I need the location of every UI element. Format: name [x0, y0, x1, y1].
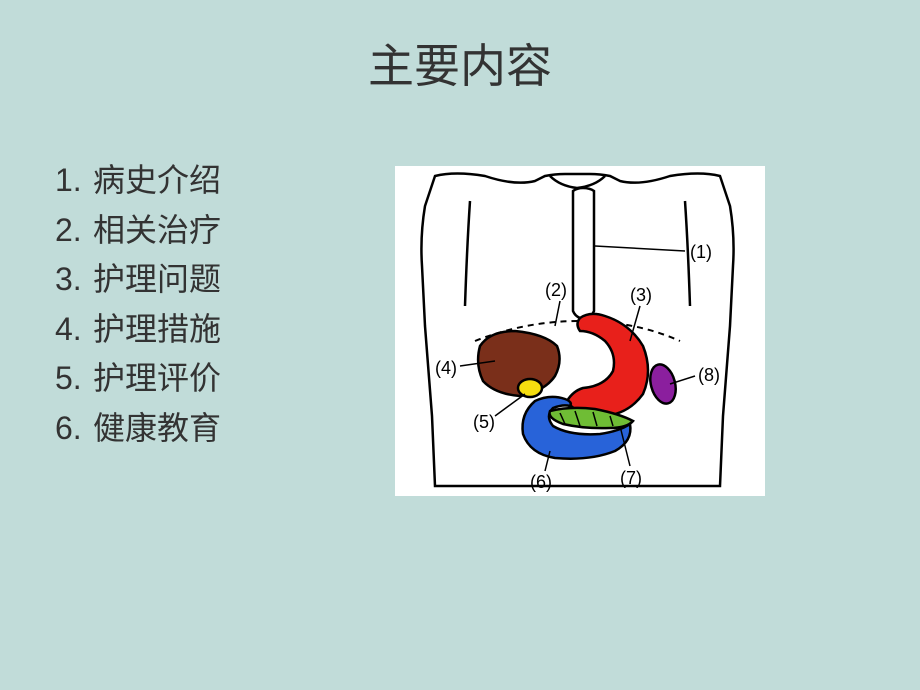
diagram-label: (6) — [530, 472, 552, 492]
diagram-label: (5) — [473, 412, 495, 432]
page-title: 主要内容 — [0, 0, 920, 96]
diagram-label: (2) — [545, 280, 567, 300]
esophagus-icon — [573, 188, 594, 318]
list-text: 护理问题 — [93, 255, 221, 305]
list-text: 护理评价 — [93, 354, 221, 404]
list-text: 相关治疗 — [93, 206, 221, 256]
list-item: 1. 病史介绍 — [55, 156, 375, 206]
list-number: 1. — [55, 156, 85, 206]
diagram-label: (4) — [435, 358, 457, 378]
list-item: 5. 护理评价 — [55, 354, 375, 404]
diagram-label: (1) — [690, 242, 712, 262]
list-item: 4. 护理措施 — [55, 305, 375, 355]
list-text: 健康教育 — [93, 404, 221, 454]
list-item: 2. 相关治疗 — [55, 206, 375, 256]
list-text: 护理措施 — [93, 305, 221, 355]
list-item: 6. 健康教育 — [55, 404, 375, 454]
list-number: 6. — [55, 404, 85, 454]
diagram-label: (3) — [630, 285, 652, 305]
anatomy-svg: (1) (2) (3) (4) (5) (6) (7) (8) — [395, 166, 765, 496]
contents-list: 1. 病史介绍 2. 相关治疗 3. 护理问题 4. 护理措施 5. 护理评价 … — [55, 156, 375, 496]
diagram-label: (8) — [698, 365, 720, 385]
gallbladder-icon — [518, 379, 542, 397]
anatomy-diagram: (1) (2) (3) (4) (5) (6) (7) (8) — [395, 166, 765, 496]
diagram-label: (7) — [620, 468, 642, 488]
list-number: 2. — [55, 206, 85, 256]
list-number: 3. — [55, 255, 85, 305]
content-area: 1. 病史介绍 2. 相关治疗 3. 护理问题 4. 护理措施 5. 护理评价 … — [0, 96, 920, 496]
list-number: 4. — [55, 305, 85, 355]
list-item: 3. 护理问题 — [55, 255, 375, 305]
list-text: 病史介绍 — [93, 156, 221, 206]
list-number: 5. — [55, 354, 85, 404]
